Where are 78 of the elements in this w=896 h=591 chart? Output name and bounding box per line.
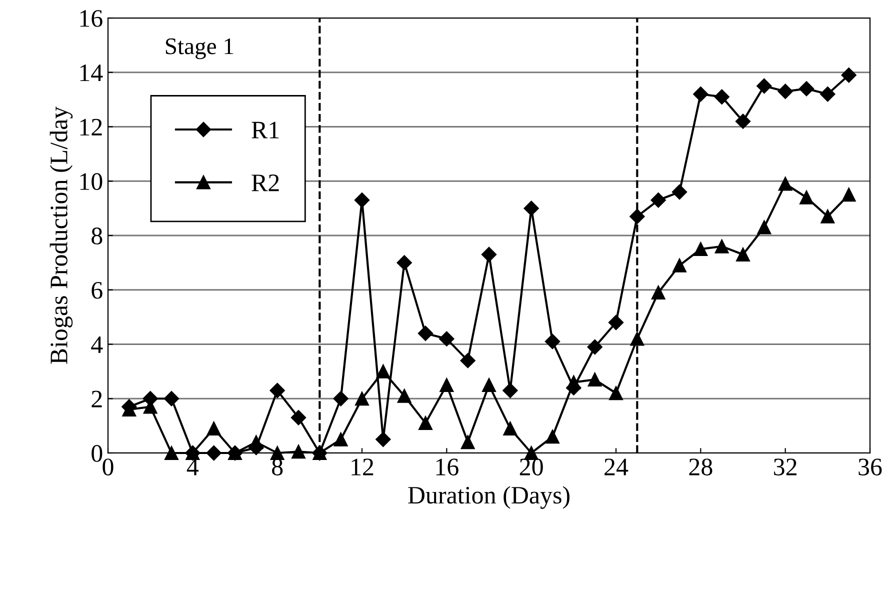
point xyxy=(503,422,518,436)
point xyxy=(735,114,751,129)
point xyxy=(206,445,222,461)
point xyxy=(694,242,708,256)
point xyxy=(714,89,730,104)
point xyxy=(354,192,370,208)
point xyxy=(630,208,645,224)
point xyxy=(397,388,412,403)
point xyxy=(334,432,348,446)
point xyxy=(736,248,750,262)
y-tick-label: 8 xyxy=(92,228,102,244)
point xyxy=(778,176,792,191)
point xyxy=(206,422,221,436)
point xyxy=(292,444,306,459)
point xyxy=(800,190,814,204)
point xyxy=(460,435,475,450)
y-tick-label: 10 xyxy=(80,173,102,190)
point xyxy=(842,188,856,202)
y-tick-label: 2 xyxy=(92,390,102,408)
point xyxy=(418,326,434,341)
point xyxy=(608,314,624,330)
point xyxy=(841,68,856,83)
point xyxy=(672,184,688,200)
x-tick-label: 16 xyxy=(436,458,458,476)
x-tick-label: 4 xyxy=(186,458,199,476)
point xyxy=(481,246,497,262)
x-tick-label: 36 xyxy=(858,458,882,476)
point xyxy=(693,86,708,102)
point xyxy=(546,430,560,444)
x-tick-label: 12 xyxy=(352,458,374,476)
point xyxy=(609,386,623,400)
y-tick-label: 14 xyxy=(80,64,103,82)
y-tick-label: 0 xyxy=(92,445,102,462)
point xyxy=(566,375,581,390)
x-tick-label: 28 xyxy=(689,458,712,476)
point xyxy=(439,331,454,346)
legend-label: R1 xyxy=(252,122,279,138)
y-tick-label: 4 xyxy=(91,336,103,353)
y-tick-label: 16 xyxy=(80,10,102,27)
point xyxy=(756,78,772,94)
annotation: Stage 1 xyxy=(166,38,234,60)
point xyxy=(396,255,412,270)
point xyxy=(672,258,686,272)
point xyxy=(778,84,793,99)
point xyxy=(270,382,285,398)
point xyxy=(798,81,814,96)
point xyxy=(651,286,666,300)
point xyxy=(524,200,539,216)
x-tick-label: 24 xyxy=(604,458,628,476)
point xyxy=(333,391,348,406)
point xyxy=(290,410,306,426)
point xyxy=(650,192,666,208)
point xyxy=(355,392,369,406)
point xyxy=(820,86,836,102)
point xyxy=(820,210,835,224)
point xyxy=(164,391,180,406)
point xyxy=(440,378,454,392)
point xyxy=(482,378,496,392)
point xyxy=(460,352,476,368)
x-tick-label: 0 xyxy=(102,458,114,476)
point xyxy=(376,432,391,447)
legend-label: R2 xyxy=(252,174,279,192)
y-axis-title: Biogas Production (L/day xyxy=(50,106,73,364)
y-tick-label: 6 xyxy=(92,282,102,299)
point xyxy=(588,372,602,387)
point xyxy=(502,382,518,398)
point xyxy=(757,220,772,234)
y-tick-label: 12 xyxy=(80,118,102,136)
point xyxy=(714,239,729,254)
point xyxy=(418,416,432,430)
point xyxy=(376,364,390,378)
x-tick-label: 32 xyxy=(774,458,796,476)
point xyxy=(587,339,602,355)
point xyxy=(270,446,284,460)
point xyxy=(164,446,178,460)
point xyxy=(630,332,644,346)
point xyxy=(544,334,560,350)
x-axis-title: Duration (Days) xyxy=(408,486,570,509)
